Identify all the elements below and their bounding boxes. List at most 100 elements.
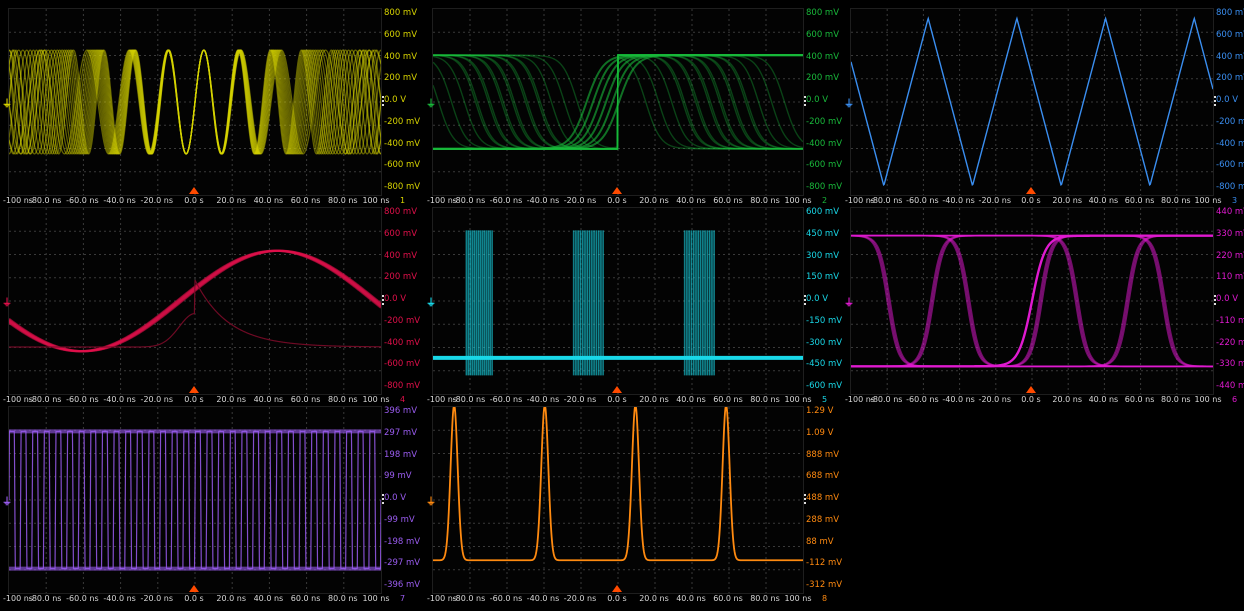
y-axis-label: -330 mV: [1216, 359, 1244, 370]
x-axis-label: 0.0 s: [607, 395, 627, 404]
trigger-position-marker[interactable]: [612, 386, 622, 393]
x-axis-label: 80.0 ns: [750, 196, 780, 205]
ground-reference-icon-ch2[interactable]: ⏚: [426, 99, 436, 110]
x-axis-label: 80.0 ns: [328, 594, 358, 603]
y-axis-label: 800 mV: [806, 8, 840, 18]
y-axis-label: -600 mV: [384, 160, 421, 171]
ground-reference-icon-ch3[interactable]: ⏚: [844, 99, 854, 110]
offset-indicator: [804, 295, 807, 305]
x-axis-label: 80.0 ns: [750, 594, 780, 603]
x-axis-label: 60.0 ns: [290, 196, 321, 205]
x-axis-label: 40.0 ns: [1088, 196, 1119, 205]
y-axis-label: -112 mV: [806, 558, 843, 569]
y-axis-label: 297 mV: [384, 427, 418, 438]
offset-indicator: [382, 494, 385, 504]
y-axis-label: 200 mV: [806, 73, 840, 84]
y-axis-label: 300 mV: [806, 250, 840, 261]
ground-reference-icon-ch7[interactable]: ⏚: [2, 497, 12, 508]
x-axis-label: 100 ns: [362, 594, 390, 603]
x-axis-label: 40.0 ns: [676, 395, 706, 404]
waveform-plot-ch4[interactable]: [8, 207, 382, 395]
y-axis-label: 88 mV: [806, 536, 834, 547]
y-axis-label: -200 mV: [1216, 116, 1244, 127]
offset-indicator: [382, 295, 385, 305]
waveform-ch2: [433, 9, 803, 195]
x-axis-label: -100 ns: [427, 395, 457, 404]
trigger-position-marker[interactable]: [189, 386, 199, 393]
y-axis-label: -297 mV: [384, 558, 421, 569]
y-axis-label: -200 mV: [806, 116, 843, 127]
y-axis-label: 600 mV: [806, 29, 840, 40]
y-axis-label: -800 mV: [806, 182, 843, 192]
ground-reference-icon-ch8[interactable]: ⏚: [426, 497, 436, 508]
y-axis-label: 198 mV: [384, 449, 418, 460]
waveform-plot-ch5[interactable]: [432, 207, 804, 395]
x-axis-label: 100 ns: [362, 196, 390, 205]
y-axis-label: -300 mV: [806, 337, 843, 348]
y-axis-label: 0.0 V: [1216, 95, 1239, 105]
x-axis-label: -80.0 ns: [869, 395, 903, 404]
offset-indicator: [804, 96, 807, 106]
trigger-position-marker[interactable]: [189, 187, 199, 194]
waveform-plot-ch8[interactable]: [432, 406, 804, 594]
y-axis-label: 99 mV: [384, 471, 412, 482]
channel-number-ch8: 8: [822, 594, 828, 603]
channel-number-ch5: 5: [822, 395, 828, 404]
trigger-position-marker[interactable]: [189, 585, 199, 592]
x-axis-label: 100 ns: [1194, 395, 1222, 404]
ground-reference-icon-ch5[interactable]: ⏚: [426, 298, 436, 309]
y-axis-label: 488 mV: [806, 493, 840, 503]
x-axis-label: -40.0 ns: [942, 196, 975, 205]
trigger-position-marker[interactable]: [1026, 386, 1036, 393]
y-axis-label: -440 mV: [1216, 381, 1244, 391]
y-axis-label: 600 mV: [384, 29, 418, 40]
y-axis-label: -400 mV: [384, 138, 421, 149]
waveform-plot-ch7[interactable]: [8, 406, 382, 594]
x-axis-label: 40.0 ns: [253, 395, 284, 404]
x-axis-label: -60.0 ns: [66, 196, 99, 205]
x-axis-label: -40.0 ns: [526, 196, 560, 205]
y-axis-label: -200 mV: [384, 315, 421, 326]
x-axis-label: -40.0 ns: [103, 395, 136, 404]
ground-reference-icon-ch6[interactable]: ⏚: [844, 298, 854, 309]
offset-indicator: [382, 96, 385, 106]
x-axis-label: -100 ns: [3, 594, 33, 603]
x-axis-label: -80.0 ns: [28, 395, 62, 404]
x-axis-label: -60.0 ns: [489, 196, 523, 205]
y-axis-label: 688 mV: [806, 471, 840, 482]
waveform-plot-ch3[interactable]: [850, 8, 1214, 196]
waveform-plot-ch1[interactable]: [8, 8, 382, 196]
trigger-position-marker[interactable]: [612, 187, 622, 194]
trigger-position-marker[interactable]: [1026, 187, 1036, 194]
x-axis-label: 60.0 ns: [1124, 196, 1155, 205]
x-axis-label: 20.0 ns: [216, 594, 246, 603]
y-axis-label: 440 mV: [1216, 207, 1244, 217]
y-axis-label: 200 mV: [384, 73, 418, 84]
y-axis-label: -600 mV: [806, 381, 843, 391]
y-axis-label: -800 mV: [384, 182, 421, 192]
y-axis-label: 0.0 V: [806, 294, 829, 304]
x-axis-label: 0.0 s: [1021, 196, 1041, 205]
x-axis-label: -100 ns: [845, 196, 875, 205]
waveform-plot-ch6[interactable]: [850, 207, 1214, 395]
channel-number-ch3: 3: [1232, 196, 1238, 205]
trigger-position-marker[interactable]: [612, 585, 622, 592]
x-axis-label: -100 ns: [3, 395, 33, 404]
y-axis-label: -800 mV: [1216, 182, 1244, 192]
channel-number-ch7: 7: [400, 594, 406, 603]
x-axis-label: -20.0 ns: [140, 594, 174, 603]
y-axis-label: -600 mV: [384, 359, 421, 370]
x-axis-label: -80.0 ns: [28, 196, 62, 205]
x-axis-label: 100 ns: [784, 196, 812, 205]
x-axis-label: 60.0 ns: [713, 594, 743, 603]
y-axis-label: 0.0 V: [384, 294, 407, 304]
ground-reference-icon-ch1[interactable]: ⏚: [2, 99, 12, 110]
x-axis-label: 40.0 ns: [253, 594, 284, 603]
waveform-plot-ch2[interactable]: [432, 8, 804, 196]
y-axis-label: 888 mV: [806, 449, 840, 460]
y-axis-label: -400 mV: [806, 138, 843, 149]
y-axis-label: 0.0 V: [806, 95, 829, 105]
waveform-ch8: [433, 407, 803, 593]
x-axis-label: -40.0 ns: [942, 395, 975, 404]
ground-reference-icon-ch4[interactable]: ⏚: [2, 298, 12, 309]
